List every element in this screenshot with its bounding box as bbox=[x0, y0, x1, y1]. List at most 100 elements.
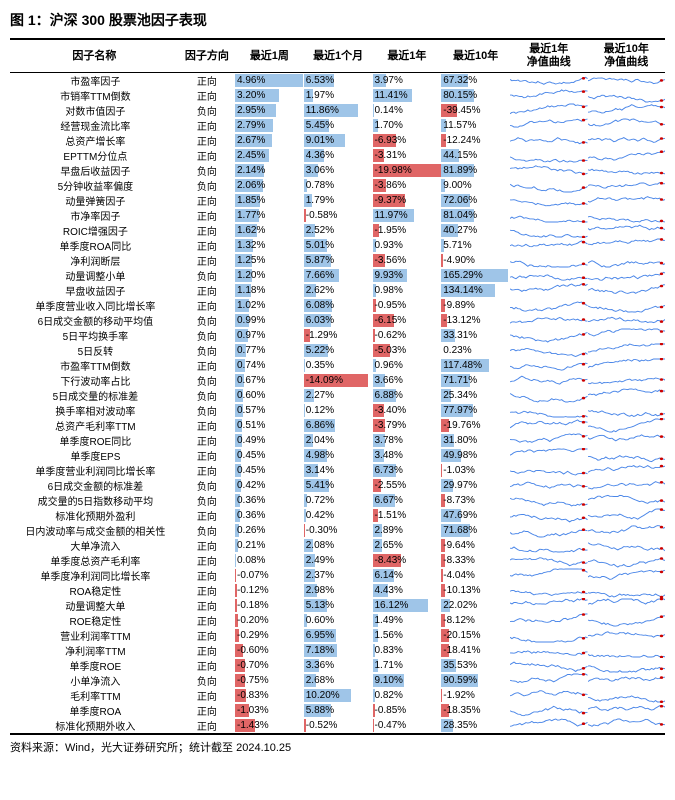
value-cell: 5.88% bbox=[304, 703, 373, 718]
sparkline-1y bbox=[510, 148, 588, 163]
factor-name: 动量调整小单 bbox=[10, 268, 179, 283]
table-row: 小单净流入负向 -0.75% 2.68% 9.10% 90.59% bbox=[10, 673, 665, 688]
value-cell: 0.45% bbox=[235, 448, 304, 463]
value-cell: -8.33% bbox=[441, 553, 510, 568]
value-cell: 165.29% bbox=[441, 268, 510, 283]
sparkline-1y bbox=[510, 73, 588, 89]
factor-direction: 正向 bbox=[179, 658, 235, 673]
factor-name: 单季度营业收入同比增长率 bbox=[10, 298, 179, 313]
col-header: 因子方向 bbox=[179, 39, 235, 73]
value-cell: 6.53% bbox=[304, 73, 373, 89]
value-cell: -0.52% bbox=[304, 718, 373, 734]
value-cell: 25.34% bbox=[441, 388, 510, 403]
sparkline-1y bbox=[510, 163, 588, 178]
sparkline-10y bbox=[588, 688, 666, 703]
sparkline-1y bbox=[510, 373, 588, 388]
factor-name: 市盈率因子 bbox=[10, 73, 179, 89]
value-cell: 134.14% bbox=[441, 283, 510, 298]
value-cell: -4.90% bbox=[441, 253, 510, 268]
sparkline-1y bbox=[510, 403, 588, 418]
value-cell: 2.65% bbox=[373, 538, 442, 553]
sparkline-10y bbox=[588, 658, 666, 673]
factor-direction: 负向 bbox=[179, 673, 235, 688]
factor-name: 市盈率TTM倒数 bbox=[10, 358, 179, 373]
value-cell: 0.97% bbox=[235, 328, 304, 343]
sparkline-1y bbox=[510, 433, 588, 448]
value-cell: -1.95% bbox=[373, 223, 442, 238]
factor-name: 换手率相对波动率 bbox=[10, 403, 179, 418]
value-cell: 6.73% bbox=[373, 463, 442, 478]
value-cell: -4.04% bbox=[441, 568, 510, 583]
sparkline-1y bbox=[510, 193, 588, 208]
factor-name: 经营现金流比率 bbox=[10, 118, 179, 133]
value-cell: 2.49% bbox=[304, 553, 373, 568]
sparkline-1y bbox=[510, 553, 588, 568]
factor-direction: 正向 bbox=[179, 358, 235, 373]
col-header: 最近10年净值曲线 bbox=[588, 39, 666, 73]
sparkline-1y bbox=[510, 388, 588, 403]
value-cell: -39.45% bbox=[441, 103, 510, 118]
sparkline-10y bbox=[588, 613, 666, 628]
value-cell: 6.86% bbox=[304, 418, 373, 433]
value-cell: 6.67% bbox=[373, 493, 442, 508]
sparkline-10y bbox=[588, 73, 666, 89]
factor-name: 小单净流入 bbox=[10, 673, 179, 688]
sparkline-10y bbox=[588, 448, 666, 463]
factor-direction: 正向 bbox=[179, 463, 235, 478]
value-cell: 0.60% bbox=[235, 388, 304, 403]
table-row: 标准化预期外盈利正向 0.36% 0.42% -1.51% 47.69% bbox=[10, 508, 665, 523]
factor-name: 5日成交量的标准差 bbox=[10, 388, 179, 403]
value-cell: 28.35% bbox=[441, 718, 510, 734]
value-cell: 80.15% bbox=[441, 88, 510, 103]
factor-direction: 正向 bbox=[179, 238, 235, 253]
value-cell: -3.40% bbox=[373, 403, 442, 418]
factor-name: 市净率因子 bbox=[10, 208, 179, 223]
factor-direction: 正向 bbox=[179, 538, 235, 553]
sparkline-10y bbox=[588, 283, 666, 298]
value-cell: 0.98% bbox=[373, 283, 442, 298]
table-row: 市盈率TTM倒数正向 0.74% 0.35% 0.96% 117.48% bbox=[10, 358, 665, 373]
sparkline-10y bbox=[588, 148, 666, 163]
value-cell: -6.93% bbox=[373, 133, 442, 148]
sparkline-10y bbox=[588, 628, 666, 643]
value-cell: 3.20% bbox=[235, 88, 304, 103]
value-cell: 5.71% bbox=[441, 238, 510, 253]
value-cell: 1.71% bbox=[373, 658, 442, 673]
value-cell: 33.31% bbox=[441, 328, 510, 343]
table-row: 总资产增长率正向 2.67% 9.01% -6.93% -12.24% bbox=[10, 133, 665, 148]
factor-direction: 正向 bbox=[179, 583, 235, 598]
value-cell: -2.55% bbox=[373, 478, 442, 493]
value-cell: 0.93% bbox=[373, 238, 442, 253]
value-cell: 6.14% bbox=[373, 568, 442, 583]
sparkline-10y bbox=[588, 373, 666, 388]
value-cell: -8.43% bbox=[373, 553, 442, 568]
value-cell: 0.51% bbox=[235, 418, 304, 433]
value-cell: 2.37% bbox=[304, 568, 373, 583]
table-row: 动量调整小单负向 1.20% 7.66% 9.93% 165.29% bbox=[10, 268, 665, 283]
value-cell: 71.68% bbox=[441, 523, 510, 538]
table-row: 营业利润率TTM正向 -0.29% 6.95% 1.56% -20.15% bbox=[10, 628, 665, 643]
factor-direction: 正向 bbox=[179, 553, 235, 568]
factor-direction: 正向 bbox=[179, 598, 235, 613]
sparkline-10y bbox=[588, 673, 666, 688]
table-row: 市净率因子正向 1.77% -0.58% 11.97% 81.04% bbox=[10, 208, 665, 223]
table-row: ROE稳定性正向 -0.20% 0.60% 1.49% -8.12% bbox=[10, 613, 665, 628]
value-cell: 0.60% bbox=[304, 613, 373, 628]
sparkline-10y bbox=[588, 328, 666, 343]
value-cell: 10.20% bbox=[304, 688, 373, 703]
value-cell: -0.58% bbox=[304, 208, 373, 223]
factor-name: 营业利润率TTM bbox=[10, 628, 179, 643]
value-cell: -1.92% bbox=[441, 688, 510, 703]
sparkline-10y bbox=[588, 598, 666, 613]
factor-name: EPTTM分位点 bbox=[10, 148, 179, 163]
sparkline-1y bbox=[510, 718, 588, 734]
value-cell: -9.64% bbox=[441, 538, 510, 553]
value-cell: -0.29% bbox=[235, 628, 304, 643]
factor-direction: 正向 bbox=[179, 568, 235, 583]
value-cell: 2.06% bbox=[235, 178, 304, 193]
value-cell: -0.70% bbox=[235, 658, 304, 673]
value-cell: 4.98% bbox=[304, 448, 373, 463]
factor-direction: 正向 bbox=[179, 133, 235, 148]
value-cell: -1.03% bbox=[235, 703, 304, 718]
sparkline-1y bbox=[510, 283, 588, 298]
